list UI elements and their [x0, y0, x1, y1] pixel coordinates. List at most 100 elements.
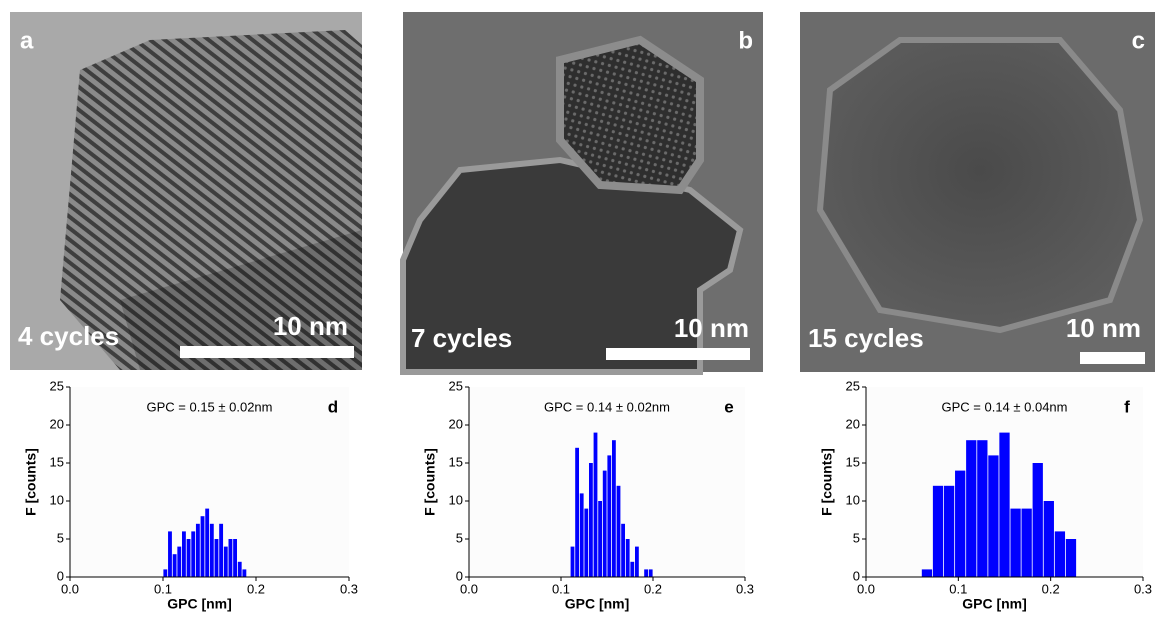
histogram-bar [625, 539, 630, 577]
histogram-bar [589, 463, 593, 577]
histogram-bar [1054, 531, 1066, 577]
panel-letter: b [738, 27, 753, 54]
histogram-bar [237, 561, 242, 577]
histogram-bar [921, 569, 933, 577]
histogram-bar [943, 485, 955, 577]
histogram-bar [612, 440, 616, 577]
tem-image-a [10, 12, 362, 370]
histogram-bar [177, 546, 182, 577]
scale-bar-label: 10 nm [273, 311, 348, 341]
annotation: GPC = 0.14 ± 0.02nm [544, 399, 670, 414]
x-tick-label: 0.0 [61, 581, 79, 596]
histogram-bar [1032, 463, 1043, 577]
x-tick-label: 0.3 [1134, 581, 1152, 596]
y-axis-label: F [counts] [23, 448, 39, 516]
histogram-bar [172, 554, 177, 577]
histogram-bar [932, 485, 944, 577]
histogram-bar [1021, 508, 1032, 577]
histogram-bar [966, 440, 977, 577]
tem-image-c [800, 12, 1155, 372]
cycles-caption: 7 cycles [411, 323, 512, 353]
panel-letter: a [20, 27, 34, 54]
y-tick-label: 5 [456, 530, 463, 545]
scale-bar-label: 10 nm [1066, 313, 1141, 343]
histogram-bar [168, 531, 172, 577]
x-tick-label: 0.1 [154, 581, 172, 596]
histogram-bar [228, 539, 233, 577]
panel-letter: d [328, 397, 338, 416]
histogram-bar [223, 546, 228, 577]
histogram-bar [200, 516, 205, 577]
y-tick-label: 25 [846, 378, 860, 393]
scale-bar-label: 10 nm [674, 313, 749, 343]
histogram-bar [191, 531, 196, 577]
histogram-bar [648, 569, 653, 577]
histogram-bar [593, 432, 598, 577]
histogram-bar [575, 447, 579, 577]
y-tick-label: 20 [846, 416, 860, 431]
histogram-bar [977, 440, 988, 577]
y-tick-label: 15 [449, 454, 463, 469]
x-tick-label: 0.0 [460, 581, 478, 596]
y-tick-label: 25 [50, 378, 64, 393]
histogram-bar [163, 569, 168, 577]
panel-letter: c [1132, 27, 1145, 54]
histogram-bar [233, 539, 237, 577]
histogram-bar [242, 569, 247, 577]
y-tick-label: 20 [449, 416, 463, 431]
y-tick-label: 10 [449, 492, 463, 507]
x-tick-label: 0.1 [949, 581, 967, 596]
tem-image-b [400, 12, 763, 375]
y-tick-label: 25 [449, 378, 463, 393]
histogram-bar [602, 470, 607, 577]
histogram-bar [205, 508, 210, 577]
x-axis-label: GPC [nm] [167, 596, 232, 612]
x-tick-label: 0.2 [644, 581, 662, 596]
histogram-bar [186, 539, 191, 577]
x-tick-label: 0.2 [247, 581, 265, 596]
histogram-bar [209, 523, 214, 577]
histogram-bar [214, 539, 219, 577]
x-tick-label: 0.1 [552, 581, 570, 596]
x-tick-label: 0.3 [340, 581, 358, 596]
y-tick-label: 0 [853, 568, 860, 583]
histogram-bar [630, 561, 635, 577]
histogram-bar [999, 432, 1010, 577]
histogram-bar [988, 455, 999, 577]
plot-background [469, 387, 745, 577]
histogram-bar [621, 523, 625, 577]
histogram-bar [219, 523, 224, 577]
x-tick-label: 0.3 [736, 581, 754, 596]
histogram-bar [1043, 501, 1054, 577]
histogram-bar [579, 493, 584, 577]
y-tick-label: 10 [846, 492, 860, 507]
histogram-bar [1065, 539, 1077, 577]
annotation: GPC = 0.15 ± 0.02nm [146, 399, 272, 414]
panel-letter: f [1124, 397, 1130, 416]
y-axis-label: F [counts] [422, 448, 438, 516]
histogram-bar [598, 501, 602, 577]
histogram-bar [635, 546, 639, 577]
y-tick-label: 0 [57, 568, 64, 583]
y-tick-label: 5 [853, 530, 860, 545]
histogram-bar [182, 531, 186, 577]
x-axis-label: GPC [nm] [565, 596, 630, 612]
y-tick-label: 15 [846, 454, 860, 469]
histogram-bar [607, 455, 612, 577]
annotation: GPC = 0.14 ± 0.04nm [941, 399, 1067, 414]
x-tick-label: 0.0 [857, 581, 875, 596]
histogram-bar [584, 508, 589, 577]
panel-letter: e [724, 397, 733, 416]
y-tick-label: 0 [456, 568, 463, 583]
histogram-bar [644, 569, 648, 577]
x-tick-label: 0.2 [1042, 581, 1060, 596]
plot-background [70, 387, 349, 577]
histogram-bar [1010, 508, 1021, 577]
y-tick-label: 10 [50, 492, 64, 507]
cycles-caption: 4 cycles [18, 321, 119, 351]
histogram-bar [570, 546, 575, 577]
y-tick-label: 15 [50, 454, 64, 469]
x-axis-label: GPC [nm] [962, 596, 1027, 612]
y-tick-label: 20 [50, 416, 64, 431]
